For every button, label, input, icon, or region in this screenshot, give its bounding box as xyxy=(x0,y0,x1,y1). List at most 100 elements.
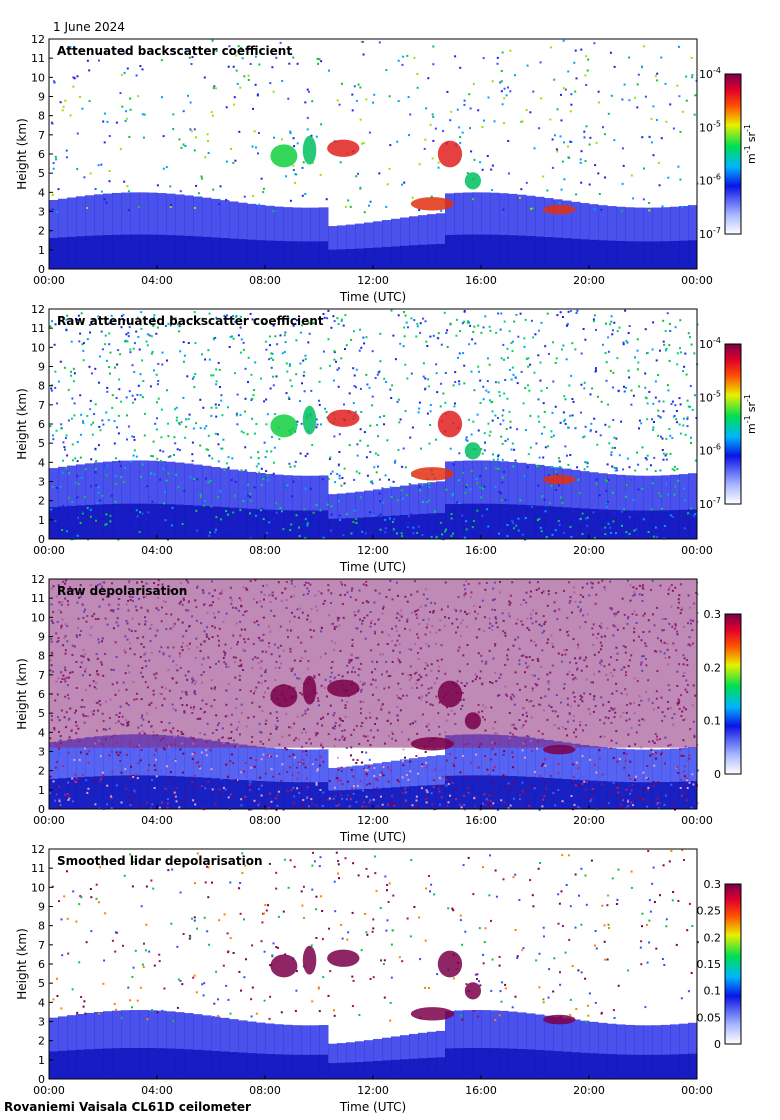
speckle xyxy=(78,758,81,761)
y-tick-label: 5 xyxy=(38,437,45,450)
speckle xyxy=(330,326,333,329)
speckle xyxy=(546,189,549,192)
speckle xyxy=(511,350,514,353)
speckle xyxy=(129,460,132,463)
speckle xyxy=(217,792,220,795)
speckle xyxy=(624,309,627,312)
speckle xyxy=(637,361,640,364)
speckle xyxy=(667,389,670,392)
speckle xyxy=(669,330,672,332)
speckle xyxy=(525,357,528,360)
speckle xyxy=(340,484,343,487)
speckle xyxy=(615,437,618,440)
speckle xyxy=(87,761,90,764)
speckle xyxy=(482,326,485,329)
speckle xyxy=(134,398,137,401)
speckle xyxy=(285,748,288,751)
speckle xyxy=(384,474,387,477)
speckle xyxy=(531,505,534,508)
speckle xyxy=(289,130,292,133)
speckle xyxy=(579,807,581,810)
speckle xyxy=(427,499,430,502)
speckle xyxy=(227,318,230,320)
speckle xyxy=(98,59,100,62)
speckle xyxy=(138,206,140,209)
speckle xyxy=(513,781,516,784)
speckle xyxy=(321,804,324,807)
boundary-layer-column xyxy=(211,198,221,269)
y-tick-label: 7 xyxy=(38,399,45,412)
speckle xyxy=(655,536,658,539)
speckle xyxy=(262,518,265,520)
speckle xyxy=(185,791,188,794)
boundary-layer-core xyxy=(544,237,554,269)
speckle xyxy=(289,465,292,468)
speckle xyxy=(250,766,253,769)
speckle xyxy=(635,525,638,528)
speckle xyxy=(563,395,566,398)
speckle xyxy=(90,458,93,461)
speckle xyxy=(432,786,435,789)
speckle xyxy=(339,161,342,164)
speckle xyxy=(609,51,612,54)
speckle xyxy=(622,164,625,167)
speckle xyxy=(195,509,198,512)
speckle xyxy=(373,775,376,777)
speckle xyxy=(54,323,57,326)
speckle xyxy=(511,519,514,522)
speckle xyxy=(432,63,435,66)
speckle xyxy=(110,796,113,799)
y-tick-label: 12 xyxy=(31,303,45,316)
speckle xyxy=(466,483,469,486)
speckle xyxy=(614,469,617,472)
boundary-layer-column xyxy=(580,203,590,269)
speckle xyxy=(360,40,363,43)
speckle xyxy=(74,457,77,460)
speckle xyxy=(362,801,365,804)
speckle xyxy=(582,436,585,439)
speckle xyxy=(318,380,321,383)
speckle xyxy=(580,150,583,153)
speckle xyxy=(667,176,670,179)
speckle xyxy=(543,782,546,785)
speckle xyxy=(303,508,306,511)
speckle xyxy=(689,385,692,388)
speckle xyxy=(159,478,162,481)
speckle xyxy=(539,361,542,364)
speckle xyxy=(181,317,184,320)
speckle xyxy=(193,477,196,480)
speckle xyxy=(595,328,597,331)
speckle xyxy=(131,435,134,438)
boundary-layer-core xyxy=(679,509,689,539)
speckle xyxy=(302,374,305,377)
boundary-layer-column xyxy=(112,192,122,269)
speckle xyxy=(569,140,572,143)
speckle xyxy=(534,200,537,203)
speckle xyxy=(483,449,486,452)
speckle xyxy=(88,324,91,326)
speckle xyxy=(359,118,362,121)
speckle xyxy=(228,45,231,48)
speckle xyxy=(89,331,91,334)
speckle xyxy=(556,108,559,111)
speckle xyxy=(297,771,300,774)
boundary-layer-core xyxy=(292,510,302,539)
speckle xyxy=(127,331,130,334)
speckle xyxy=(503,358,505,361)
boundary-layer-column xyxy=(85,463,95,539)
boundary-layer-column xyxy=(463,460,473,539)
boundary-layer-core xyxy=(103,504,113,539)
speckle xyxy=(520,120,523,123)
speckle xyxy=(68,496,70,499)
speckle xyxy=(171,316,174,319)
speckle xyxy=(169,455,172,458)
speckle xyxy=(402,748,405,751)
speckle xyxy=(232,161,235,164)
speckle xyxy=(191,56,194,58)
speckle xyxy=(130,765,132,768)
speckle xyxy=(470,150,473,153)
speckle xyxy=(304,101,307,104)
speckle xyxy=(407,515,410,518)
speckle xyxy=(524,756,526,759)
speckle xyxy=(654,470,657,472)
